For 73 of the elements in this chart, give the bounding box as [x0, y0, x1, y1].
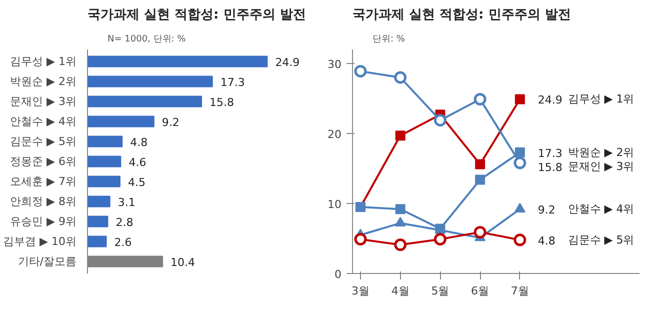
bar [88, 96, 202, 108]
x-tick-label: 5월 [431, 284, 450, 298]
bar [88, 196, 110, 208]
chart-subtitle: N= 1000, 단위: % [108, 34, 186, 44]
point [514, 234, 526, 246]
text: 김무성 ▶ 1위 [568, 92, 634, 106]
point [475, 159, 486, 170]
data-label: 24.9 [275, 56, 300, 69]
data-label: 17.3 [220, 76, 245, 89]
data-label: 2.8 [116, 216, 134, 229]
data-label: 15.8 [210, 96, 234, 109]
data-label: 4.8 [130, 136, 148, 149]
point [394, 238, 407, 252]
x-tick-label: 3월 [351, 284, 370, 298]
point [474, 226, 486, 238]
data-label: 4.6 [128, 156, 146, 169]
text: 안철수 ▶ 4위 [568, 202, 634, 216]
point [514, 202, 526, 212]
data-label: 15.8 [538, 160, 562, 174]
chart-subtitle: 단위: % [372, 34, 406, 44]
y-tick-label: 오세훈 ▶ 7위 [10, 175, 76, 188]
point [354, 64, 367, 78]
bar [88, 236, 107, 248]
data-label: 9.2 [538, 204, 556, 217]
point [395, 204, 406, 214]
y-tick-label: 유승민 ▶ 9위 [10, 215, 76, 228]
bar [88, 136, 123, 148]
data-label: 17.3 [538, 146, 562, 160]
data-label: 4.5 [128, 176, 146, 189]
y-tick-label: 안철수 ▶ 4위 [10, 115, 76, 128]
text: 박원순 ▶ 2위 [568, 146, 634, 159]
y-tick-label: 김무성 ▶ 1위 [10, 55, 76, 68]
chart-title: 국가과제 실현 적합성: 민주주의 발전 [352, 8, 571, 22]
point [514, 147, 525, 158]
y-tick-label: 0 [334, 268, 342, 281]
point [475, 174, 486, 185]
point [474, 92, 486, 106]
point [514, 94, 525, 104]
y-tick-label: 김문수 ▶ 5위 [10, 135, 76, 148]
bar [88, 156, 122, 168]
data-label: 4.8 [538, 234, 556, 248]
point [434, 114, 446, 126]
chart-title: 국가과제 실현 적합성: 민주주의 발전 [88, 8, 306, 22]
point [354, 232, 367, 246]
bar [88, 216, 108, 228]
bar [88, 56, 268, 68]
point [395, 130, 406, 141]
text: 김문수 ▶ 5위 [568, 233, 634, 246]
y-tick-label: 김부겸 ▶ 10위 [3, 235, 77, 248]
data-label: 24.9 [538, 94, 562, 107]
data-label: 9.2 [162, 116, 180, 129]
y-tick-label: 10 [328, 198, 342, 211]
text: 문재인 ▶ 3위 [568, 160, 634, 173]
point [394, 71, 407, 84]
data-label: 2.6 [114, 236, 132, 249]
y-tick-label: 정몽준 ▶ 6위 [10, 155, 76, 168]
y-tick-label: 기타/잘모름 [18, 255, 77, 268]
y-tick-label: 30 [328, 58, 342, 71]
y-tick-label: 20 [328, 128, 342, 141]
point [514, 156, 526, 170]
point [434, 232, 446, 246]
bar [88, 76, 213, 88]
data-label: 3.1 [118, 196, 136, 209]
x-tick-label: 6월 [471, 284, 490, 298]
data-label: 10.4 [170, 256, 196, 269]
point [394, 216, 406, 226]
x-tick-label: 7월 [510, 284, 529, 298]
y-tick-label: 안희정 ▶ 8위 [10, 195, 76, 208]
bar [88, 116, 154, 128]
bar [88, 176, 120, 188]
y-tick-label: 박원순 ▶ 2위 [10, 75, 76, 88]
y-tick-label: 문재인 ▶ 3위 [10, 95, 76, 108]
x-tick-label: 4월 [391, 284, 410, 298]
